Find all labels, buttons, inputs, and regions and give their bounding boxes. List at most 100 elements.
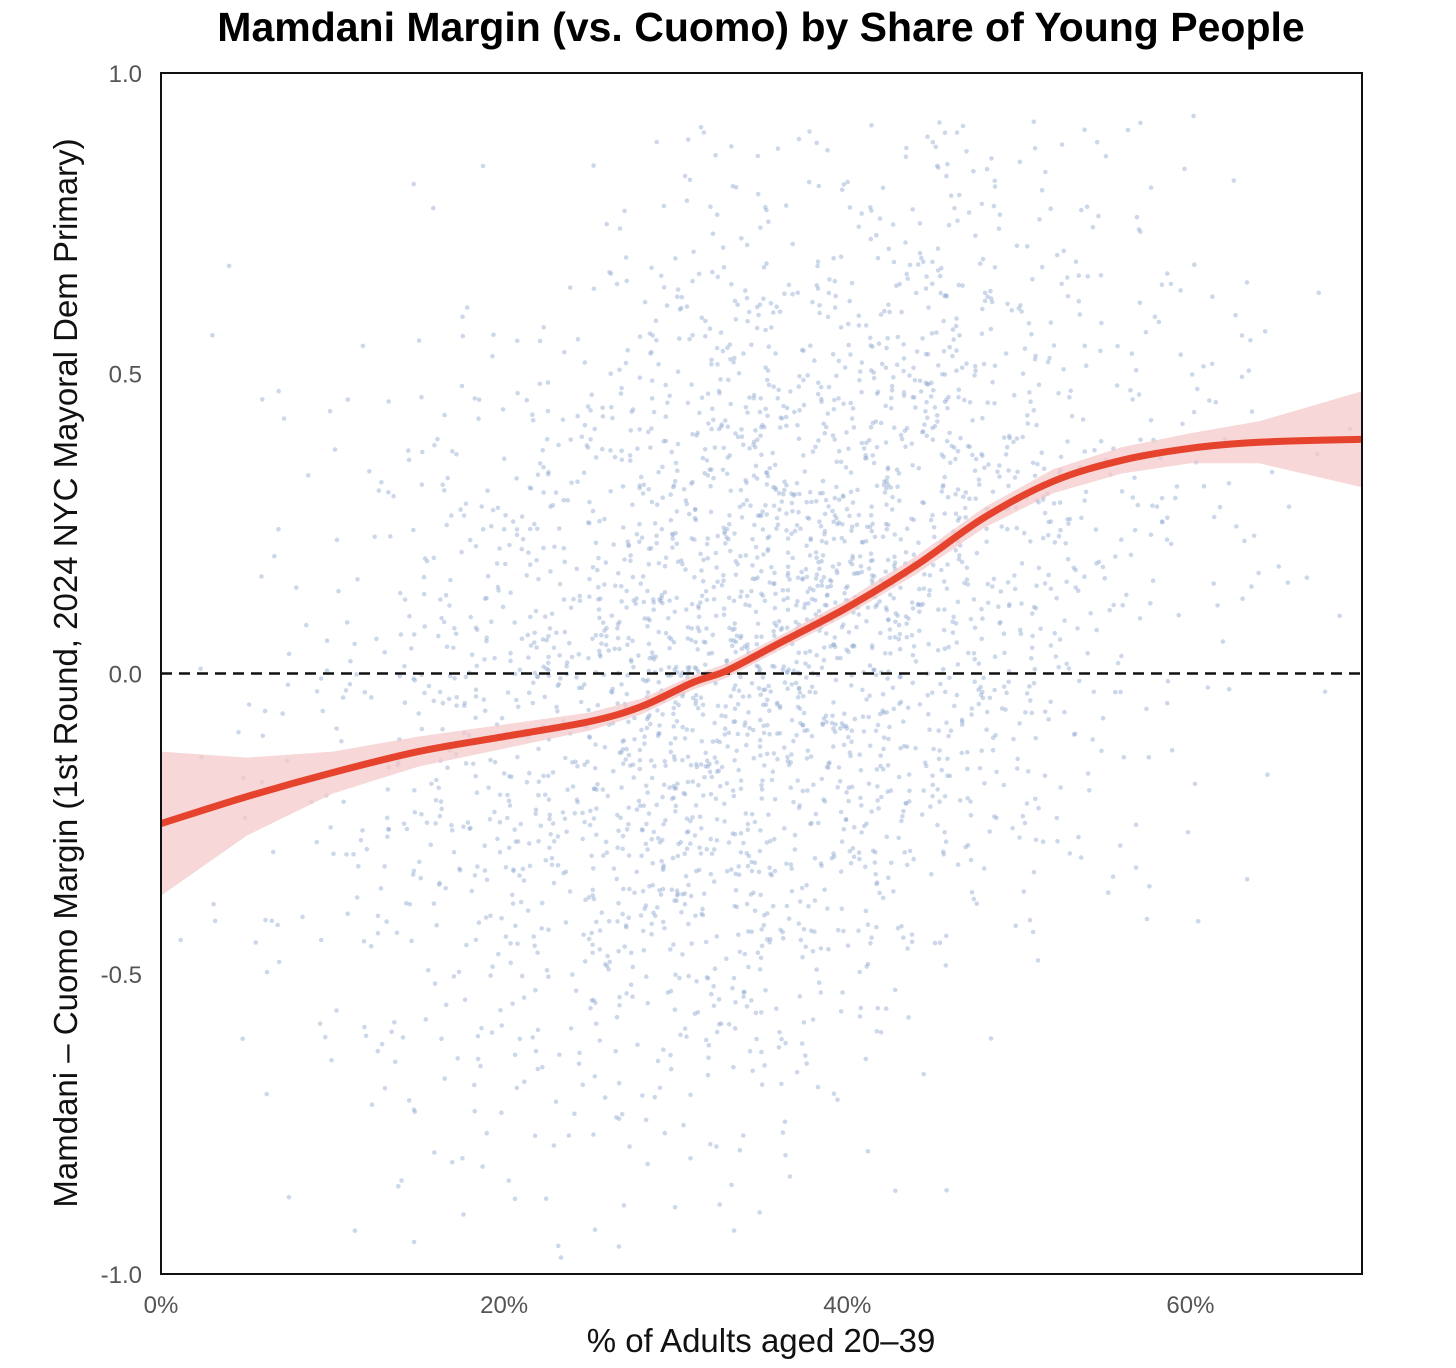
scatter-point <box>589 930 594 936</box>
scatter-point <box>838 655 843 661</box>
scatter-point <box>461 1212 466 1217</box>
scatter-point <box>530 412 535 418</box>
scatter-point <box>688 893 694 899</box>
scatter-point <box>698 762 704 767</box>
scatter-point <box>784 861 789 867</box>
scatter-point <box>774 526 779 531</box>
scatter-point <box>810 949 816 954</box>
scatter-point <box>774 623 779 629</box>
scatter-point <box>685 400 691 406</box>
scatter-point <box>458 507 463 512</box>
scatter-point <box>1025 413 1030 418</box>
scatter-point <box>732 531 737 536</box>
scatter-point <box>984 727 989 732</box>
scatter-point <box>831 744 836 749</box>
scatter-point <box>1027 917 1033 923</box>
scatter-point <box>709 650 715 656</box>
scatter-point <box>412 810 418 815</box>
scatter-point <box>912 378 918 383</box>
scatter-point <box>564 660 570 665</box>
scatter-point <box>482 657 487 662</box>
scatter-point <box>527 770 532 776</box>
scatter-point <box>842 590 847 596</box>
scatter-point <box>646 562 652 567</box>
scatter-point <box>902 850 907 855</box>
scatter-point <box>793 680 799 686</box>
scatter-point <box>780 667 785 673</box>
scatter-point <box>836 520 842 525</box>
scatter-point <box>857 856 862 862</box>
scatter-point <box>957 553 962 558</box>
scatter-point <box>792 847 798 852</box>
scatter-point <box>764 261 769 266</box>
scatter-point <box>856 323 862 328</box>
scatter-point <box>1030 929 1036 935</box>
scatter-point <box>897 498 902 504</box>
scatter-point <box>375 913 381 919</box>
scatter-point <box>655 708 660 713</box>
scatter-point <box>1012 475 1018 480</box>
scatter-point <box>275 922 281 928</box>
scatter-point <box>941 627 947 633</box>
scatter-point <box>734 748 739 754</box>
scatter-point <box>639 727 644 733</box>
scatter-point <box>1011 392 1017 398</box>
scatter-point <box>645 588 650 594</box>
scatter-point <box>418 875 424 881</box>
scatter-point <box>844 430 849 435</box>
scatter-point <box>832 278 838 284</box>
scatter-point <box>618 815 623 821</box>
scatter-point <box>569 480 574 486</box>
scatter-point <box>782 680 788 685</box>
scatter-point <box>332 447 338 452</box>
scatter-point <box>276 388 282 394</box>
scatter-point <box>419 726 425 732</box>
scatter-point <box>966 210 972 215</box>
scatter-point <box>497 546 502 551</box>
scatter-point <box>886 736 891 742</box>
scatter-point <box>656 469 661 475</box>
scatter-point <box>210 333 215 338</box>
scatter-point <box>593 455 599 460</box>
scatter-point <box>553 490 559 495</box>
scatter-point <box>575 479 580 485</box>
scatter-point <box>901 719 906 724</box>
scatter-point <box>830 564 836 569</box>
scatter-point <box>936 363 941 368</box>
scatter-point <box>434 777 439 783</box>
scatter-point <box>491 332 496 338</box>
scatter-point <box>921 788 926 793</box>
scatter-point <box>628 458 633 463</box>
scatter-point <box>1012 573 1017 578</box>
scatter-point <box>647 884 652 889</box>
scatter-point <box>482 596 488 601</box>
scatter-point <box>930 281 935 287</box>
scatter-point <box>835 785 840 790</box>
scatter-point <box>957 333 962 338</box>
scatter-point <box>669 636 674 642</box>
scatter-point <box>689 382 694 387</box>
scatter-point <box>649 921 654 927</box>
scatter-point <box>928 517 934 523</box>
scatter-point <box>798 720 803 726</box>
scatter-point <box>930 437 936 443</box>
scatter-point <box>661 822 666 827</box>
scatter-point <box>870 558 875 563</box>
scatter-point <box>281 416 287 421</box>
scatter-point <box>1136 227 1142 232</box>
scatter-point <box>1026 321 1032 326</box>
scatter-point <box>779 499 785 504</box>
scatter-point <box>425 967 431 973</box>
scatter-point <box>957 515 962 521</box>
scatter-point <box>755 575 760 580</box>
scatter-point <box>420 449 425 455</box>
scatter-point <box>713 153 718 158</box>
scatter-point <box>663 555 669 560</box>
scatter-point <box>715 274 721 280</box>
scatter-point <box>937 748 942 753</box>
scatter-point <box>593 742 598 747</box>
scatter-point <box>868 236 874 242</box>
scatter-point <box>843 817 849 823</box>
scatter-point <box>533 807 539 813</box>
scatter-point <box>498 1008 503 1013</box>
